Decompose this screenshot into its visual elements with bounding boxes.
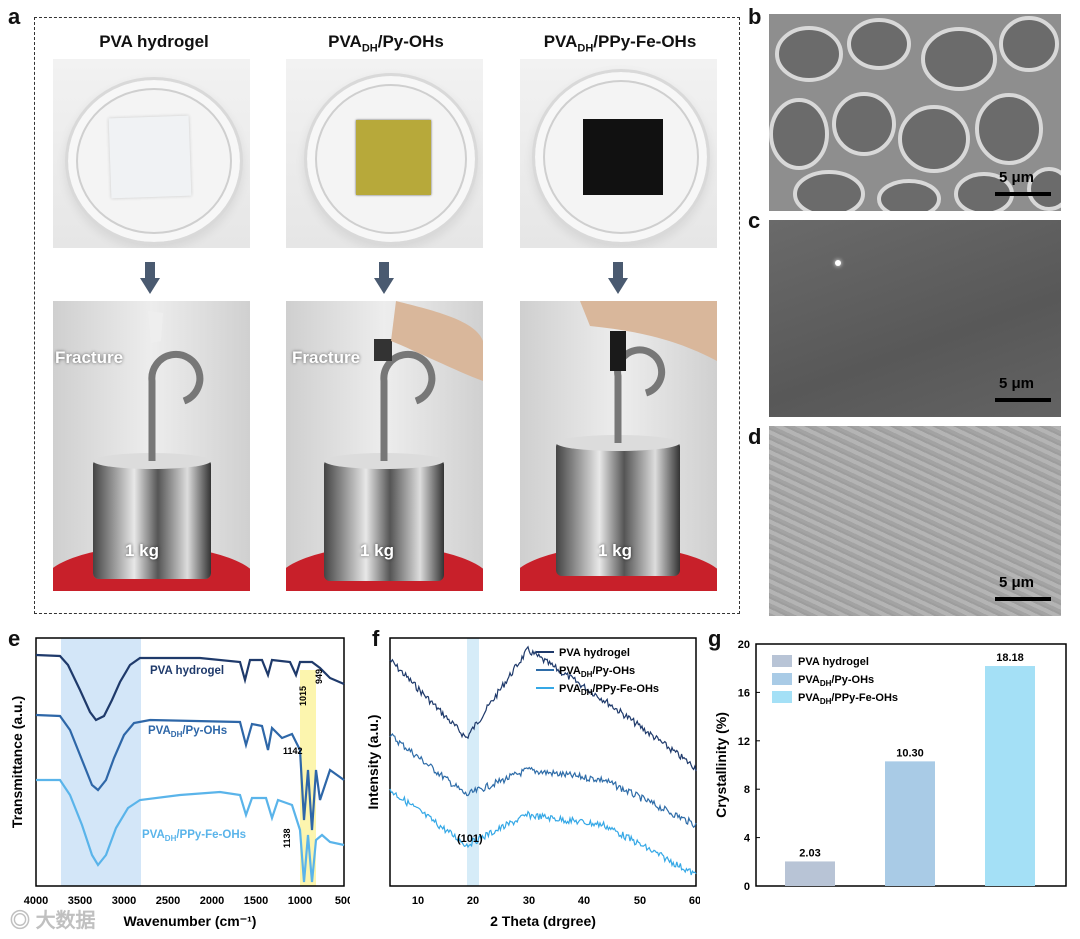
fracture-label: Fracture (292, 348, 361, 367)
xrd-xtick: 30 (523, 895, 535, 907)
legend-label: PVA hydrogel (798, 656, 869, 668)
xrd-ylabel: Intensity (a.u.) (365, 715, 381, 810)
fracture-label: Fracture (55, 348, 124, 367)
ftir-label-pva: PVA hydrogel (150, 665, 224, 677)
peak-label-1138: 1138 (282, 828, 292, 848)
ftir-label-py: PVADH/Py-OHs (148, 725, 227, 739)
panel-a-frame (34, 17, 740, 614)
photo-weight-py: Fracture 1 kg (286, 301, 483, 591)
photo-dish-ppy (520, 59, 717, 248)
ftir-series-py (35, 713, 345, 831)
panel-label-g: g (708, 626, 722, 651)
ftir-label-ppy: PVADH/PPy-Fe-OHs (142, 829, 246, 843)
xrd-xtick: 50 (634, 895, 646, 907)
watermark: ◎ 大数据 (10, 910, 96, 932)
weight-label: 1 kg (125, 541, 160, 560)
legend-label: PVADH/Py-OHs (798, 674, 874, 688)
photo-dish-py (286, 59, 483, 248)
xrd-legend: PVA hydrogel PVADH/Py-OHs PVADH/PPy-Fe-O… (536, 647, 659, 697)
weight-label: 1 kg (360, 541, 395, 560)
panel-label-c: c (748, 208, 761, 233)
scale-label: 5 μm (999, 169, 1035, 186)
ftir-xtick: 3500 (68, 895, 92, 907)
ftir-series-pva (35, 653, 345, 722)
sem-image-b: 5 μm (769, 14, 1061, 211)
bar-ytick: 8 (744, 784, 750, 796)
xrd-legend-label: PVA hydrogel (559, 647, 630, 659)
scale-bar (995, 398, 1051, 402)
peak-label-1142: 1142 (283, 746, 303, 756)
bar (785, 861, 835, 886)
ftir-xtick: 3000 (112, 895, 136, 907)
legend-swatch (772, 673, 792, 685)
col-title-pva: PVA hydrogel (99, 32, 209, 51)
peak-label-949: 949 (314, 669, 324, 684)
panel-label-f: f (372, 626, 380, 651)
col-title-ppy: PVADH/PPy-Fe-OHs (543, 32, 697, 55)
ftir-xtick: 4000 (24, 895, 48, 907)
xrd-xtick: 10 (412, 895, 424, 907)
xrd-annotation: (101) (457, 833, 483, 845)
panel-label-a: a (8, 4, 21, 29)
photo-weight-ppy: 1 kg (520, 301, 717, 591)
xrd-xtick: 60 (689, 895, 700, 907)
xrd-101-band (467, 638, 479, 886)
xrd-series-line (389, 733, 697, 829)
crystallinity-chart: 2.03 10.30 18.18 0 4 8 12 16 20 PVA hydrogel PV… (713, 639, 1067, 893)
watermark-logo-icon: ◎ (10, 910, 36, 932)
xrd-series-line (389, 788, 697, 876)
legend-swatch (772, 655, 792, 667)
legend-label: PVADH/PPy-Fe-OHs (798, 692, 898, 706)
xrd-legend-label: PVADH/Py-OHs (559, 665, 635, 679)
ftir-xtick: 2000 (200, 895, 224, 907)
bar (985, 666, 1035, 886)
bar-ylabel: Crystallinity (%) (713, 712, 729, 818)
ftir-ylabel: Transmittance (a.u.) (9, 696, 25, 828)
scale-label: 5 μm (999, 574, 1035, 591)
xrd-legend-label: PVADH/PPy-Fe-OHs (559, 683, 659, 697)
col-title-py: PVADH/Py-OHs (328, 32, 444, 55)
ftir-xtick: 2500 (156, 895, 180, 907)
bar-ytick: 12 (738, 736, 750, 748)
legend-swatch (772, 691, 792, 703)
panel-label-b: b (748, 4, 762, 29)
panel-label-e: e (8, 626, 21, 651)
ftir-xlabel: Wavenumber (cm⁻¹) (124, 913, 257, 929)
xrd-xtick: 20 (467, 895, 479, 907)
arrow-down-icon (374, 262, 394, 294)
sem-image-d: 5 μm (769, 426, 1061, 616)
sem-image-c: 5 μm (769, 220, 1061, 417)
photo-weight-pva: Fracture 1 kg (53, 301, 250, 591)
xrd-chart: PVA hydrogel PVADH/Py-OHs PVADH/PPy-Fe-O… (365, 637, 700, 929)
arrow-down-icon (608, 262, 628, 294)
xrd-series-line (389, 645, 697, 772)
arrow-down-icon (140, 262, 160, 294)
photo-dish-pva (53, 59, 250, 248)
ftir-xtick: 1500 (244, 895, 268, 907)
ftir-xtick: 500 (335, 895, 350, 907)
panel-label-d: d (748, 424, 762, 449)
bar (885, 761, 935, 886)
bar-ytick: 20 (738, 639, 750, 651)
scale-bar (995, 597, 1051, 601)
bar-legend: PVA hydrogel PVADH/Py-OHs PVADH/PPy-Fe-O… (772, 655, 898, 706)
xrd-xtick: 40 (578, 895, 590, 907)
ftir-xtick: 1000 (288, 895, 312, 907)
bar-value-label: 18.18 (996, 652, 1024, 664)
ftir-chart: PVA hydrogel PVADH/Py-OHs PVADH/PPy-Fe-O… (9, 637, 350, 929)
bar-value-label: 2.03 (799, 847, 820, 859)
bar-ytick: 16 (738, 687, 750, 699)
scale-bar (995, 192, 1051, 196)
ftir-series-ppy (36, 778, 345, 883)
bar-value-label: 10.30 (896, 747, 924, 759)
scale-label: 5 μm (999, 375, 1035, 392)
bar-ytick: 0 (744, 881, 750, 893)
peak-label-1015: 1015 (298, 686, 308, 706)
xrd-xlabel: 2 Theta (drgree) (490, 913, 596, 929)
bar-ytick: 4 (744, 833, 751, 845)
weight-label: 1 kg (598, 541, 633, 560)
